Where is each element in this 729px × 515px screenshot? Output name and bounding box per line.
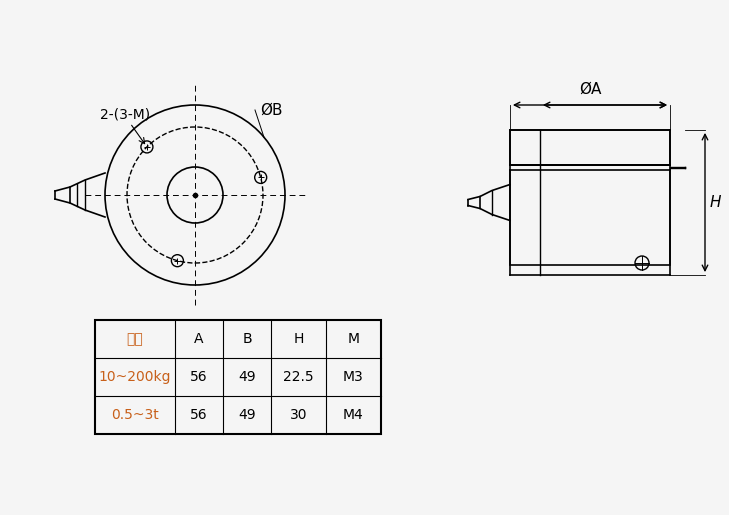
Text: M3: M3: [343, 370, 364, 384]
Text: 量程: 量程: [127, 332, 144, 346]
Text: A: A: [194, 332, 203, 346]
Text: 56: 56: [190, 408, 208, 422]
Text: 30: 30: [289, 408, 307, 422]
Text: 49: 49: [238, 370, 256, 384]
Text: 49: 49: [238, 408, 256, 422]
Text: ØB: ØB: [260, 102, 283, 117]
Text: B: B: [242, 332, 252, 346]
Text: 56: 56: [190, 370, 208, 384]
Text: 22.5: 22.5: [283, 370, 313, 384]
Text: 10~200kg: 10~200kg: [98, 370, 171, 384]
Bar: [95, 320, 381, 434]
Text: M: M: [348, 332, 359, 346]
Text: H: H: [710, 195, 722, 210]
Text: 0.5~3t: 0.5~3t: [111, 408, 159, 422]
Text: H: H: [293, 332, 304, 346]
Text: M4: M4: [343, 408, 364, 422]
Text: 2-(3-M): 2-(3-M): [100, 108, 150, 122]
Text: ØA: ØA: [579, 82, 601, 97]
